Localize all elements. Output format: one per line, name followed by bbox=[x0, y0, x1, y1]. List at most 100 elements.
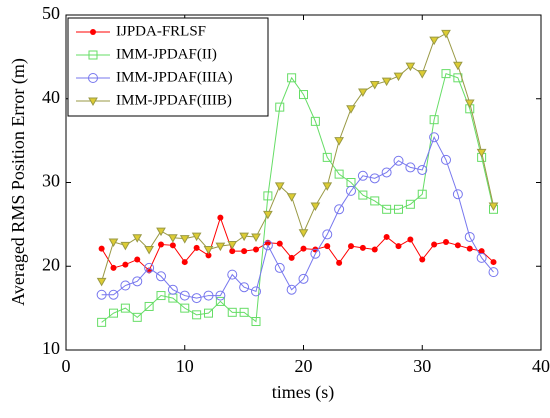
point bbox=[168, 234, 178, 243]
series-line bbox=[101, 136, 494, 299]
point bbox=[405, 162, 416, 173]
point bbox=[488, 202, 499, 211]
point bbox=[274, 262, 285, 273]
legend-marker bbox=[88, 50, 98, 60]
point bbox=[417, 189, 427, 199]
point bbox=[227, 269, 238, 280]
point bbox=[239, 232, 249, 242]
x-tick-label: 40 bbox=[532, 356, 550, 376]
point bbox=[288, 254, 295, 261]
point bbox=[478, 248, 485, 255]
point bbox=[490, 259, 497, 266]
point bbox=[417, 164, 428, 175]
point bbox=[464, 99, 475, 108]
point bbox=[441, 29, 451, 39]
x-axis-label: times (s) bbox=[272, 382, 335, 403]
point bbox=[203, 290, 214, 301]
point bbox=[357, 170, 368, 181]
point bbox=[334, 169, 344, 179]
point bbox=[476, 252, 487, 263]
y-tick-label: 30 bbox=[42, 171, 60, 191]
point bbox=[239, 307, 249, 317]
point bbox=[417, 70, 428, 79]
point bbox=[108, 238, 119, 247]
point bbox=[348, 243, 354, 250]
point bbox=[144, 262, 155, 273]
point bbox=[381, 167, 392, 178]
plot-frame bbox=[65, 14, 542, 351]
point bbox=[134, 256, 141, 263]
point bbox=[476, 148, 487, 158]
point bbox=[144, 246, 154, 255]
point bbox=[286, 284, 297, 295]
point bbox=[109, 308, 118, 318]
point bbox=[286, 193, 297, 202]
point bbox=[299, 90, 308, 100]
point bbox=[488, 267, 499, 278]
point bbox=[346, 185, 356, 196]
point bbox=[383, 233, 390, 240]
legend-marker bbox=[90, 29, 96, 35]
legend-marker bbox=[88, 73, 98, 83]
point bbox=[181, 259, 188, 266]
point bbox=[120, 241, 131, 251]
legend-label: IJPDA-FRLSF bbox=[116, 23, 206, 39]
point bbox=[191, 293, 202, 304]
point bbox=[167, 284, 178, 295]
series-line bbox=[101, 32, 494, 282]
point bbox=[227, 307, 237, 317]
point bbox=[96, 277, 107, 287]
point bbox=[393, 155, 404, 166]
point bbox=[193, 244, 200, 251]
point bbox=[464, 231, 475, 242]
legend-label: IMM-JPDAF(II) bbox=[116, 46, 217, 62]
point bbox=[346, 105, 356, 114]
point bbox=[215, 296, 225, 306]
point bbox=[98, 245, 105, 252]
point bbox=[180, 303, 190, 313]
point bbox=[310, 248, 321, 259]
legend-box bbox=[67, 17, 269, 117]
point bbox=[324, 243, 331, 250]
point bbox=[203, 246, 214, 255]
point bbox=[251, 317, 261, 327]
point bbox=[431, 241, 438, 248]
point bbox=[110, 264, 117, 271]
y-tick-label: 50 bbox=[42, 3, 60, 23]
point bbox=[382, 204, 392, 214]
point bbox=[204, 308, 213, 318]
point bbox=[276, 240, 283, 247]
point bbox=[96, 289, 107, 300]
point bbox=[369, 173, 380, 184]
point bbox=[251, 233, 261, 242]
point bbox=[156, 271, 166, 282]
point bbox=[217, 214, 224, 221]
point bbox=[334, 204, 345, 215]
point bbox=[310, 116, 320, 126]
point bbox=[466, 245, 473, 252]
point bbox=[298, 273, 309, 284]
point bbox=[263, 191, 273, 201]
y-tick-label: 20 bbox=[42, 254, 60, 274]
point bbox=[419, 256, 426, 263]
point bbox=[381, 77, 392, 87]
point bbox=[132, 276, 143, 287]
point bbox=[132, 234, 143, 243]
point bbox=[108, 289, 119, 300]
point bbox=[122, 261, 129, 268]
point bbox=[179, 235, 190, 244]
point bbox=[229, 248, 236, 255]
point bbox=[263, 210, 273, 220]
point bbox=[192, 310, 202, 320]
point bbox=[275, 102, 285, 112]
point bbox=[393, 72, 404, 82]
point bbox=[369, 81, 380, 90]
y-axis-label: Averaged RMS Position Error (m) bbox=[8, 58, 29, 306]
x-tick-label: 0 bbox=[62, 356, 71, 376]
series-line bbox=[101, 72, 494, 323]
point bbox=[454, 242, 461, 249]
point bbox=[405, 199, 415, 209]
point bbox=[287, 73, 297, 83]
point bbox=[156, 227, 166, 237]
point bbox=[239, 282, 250, 293]
